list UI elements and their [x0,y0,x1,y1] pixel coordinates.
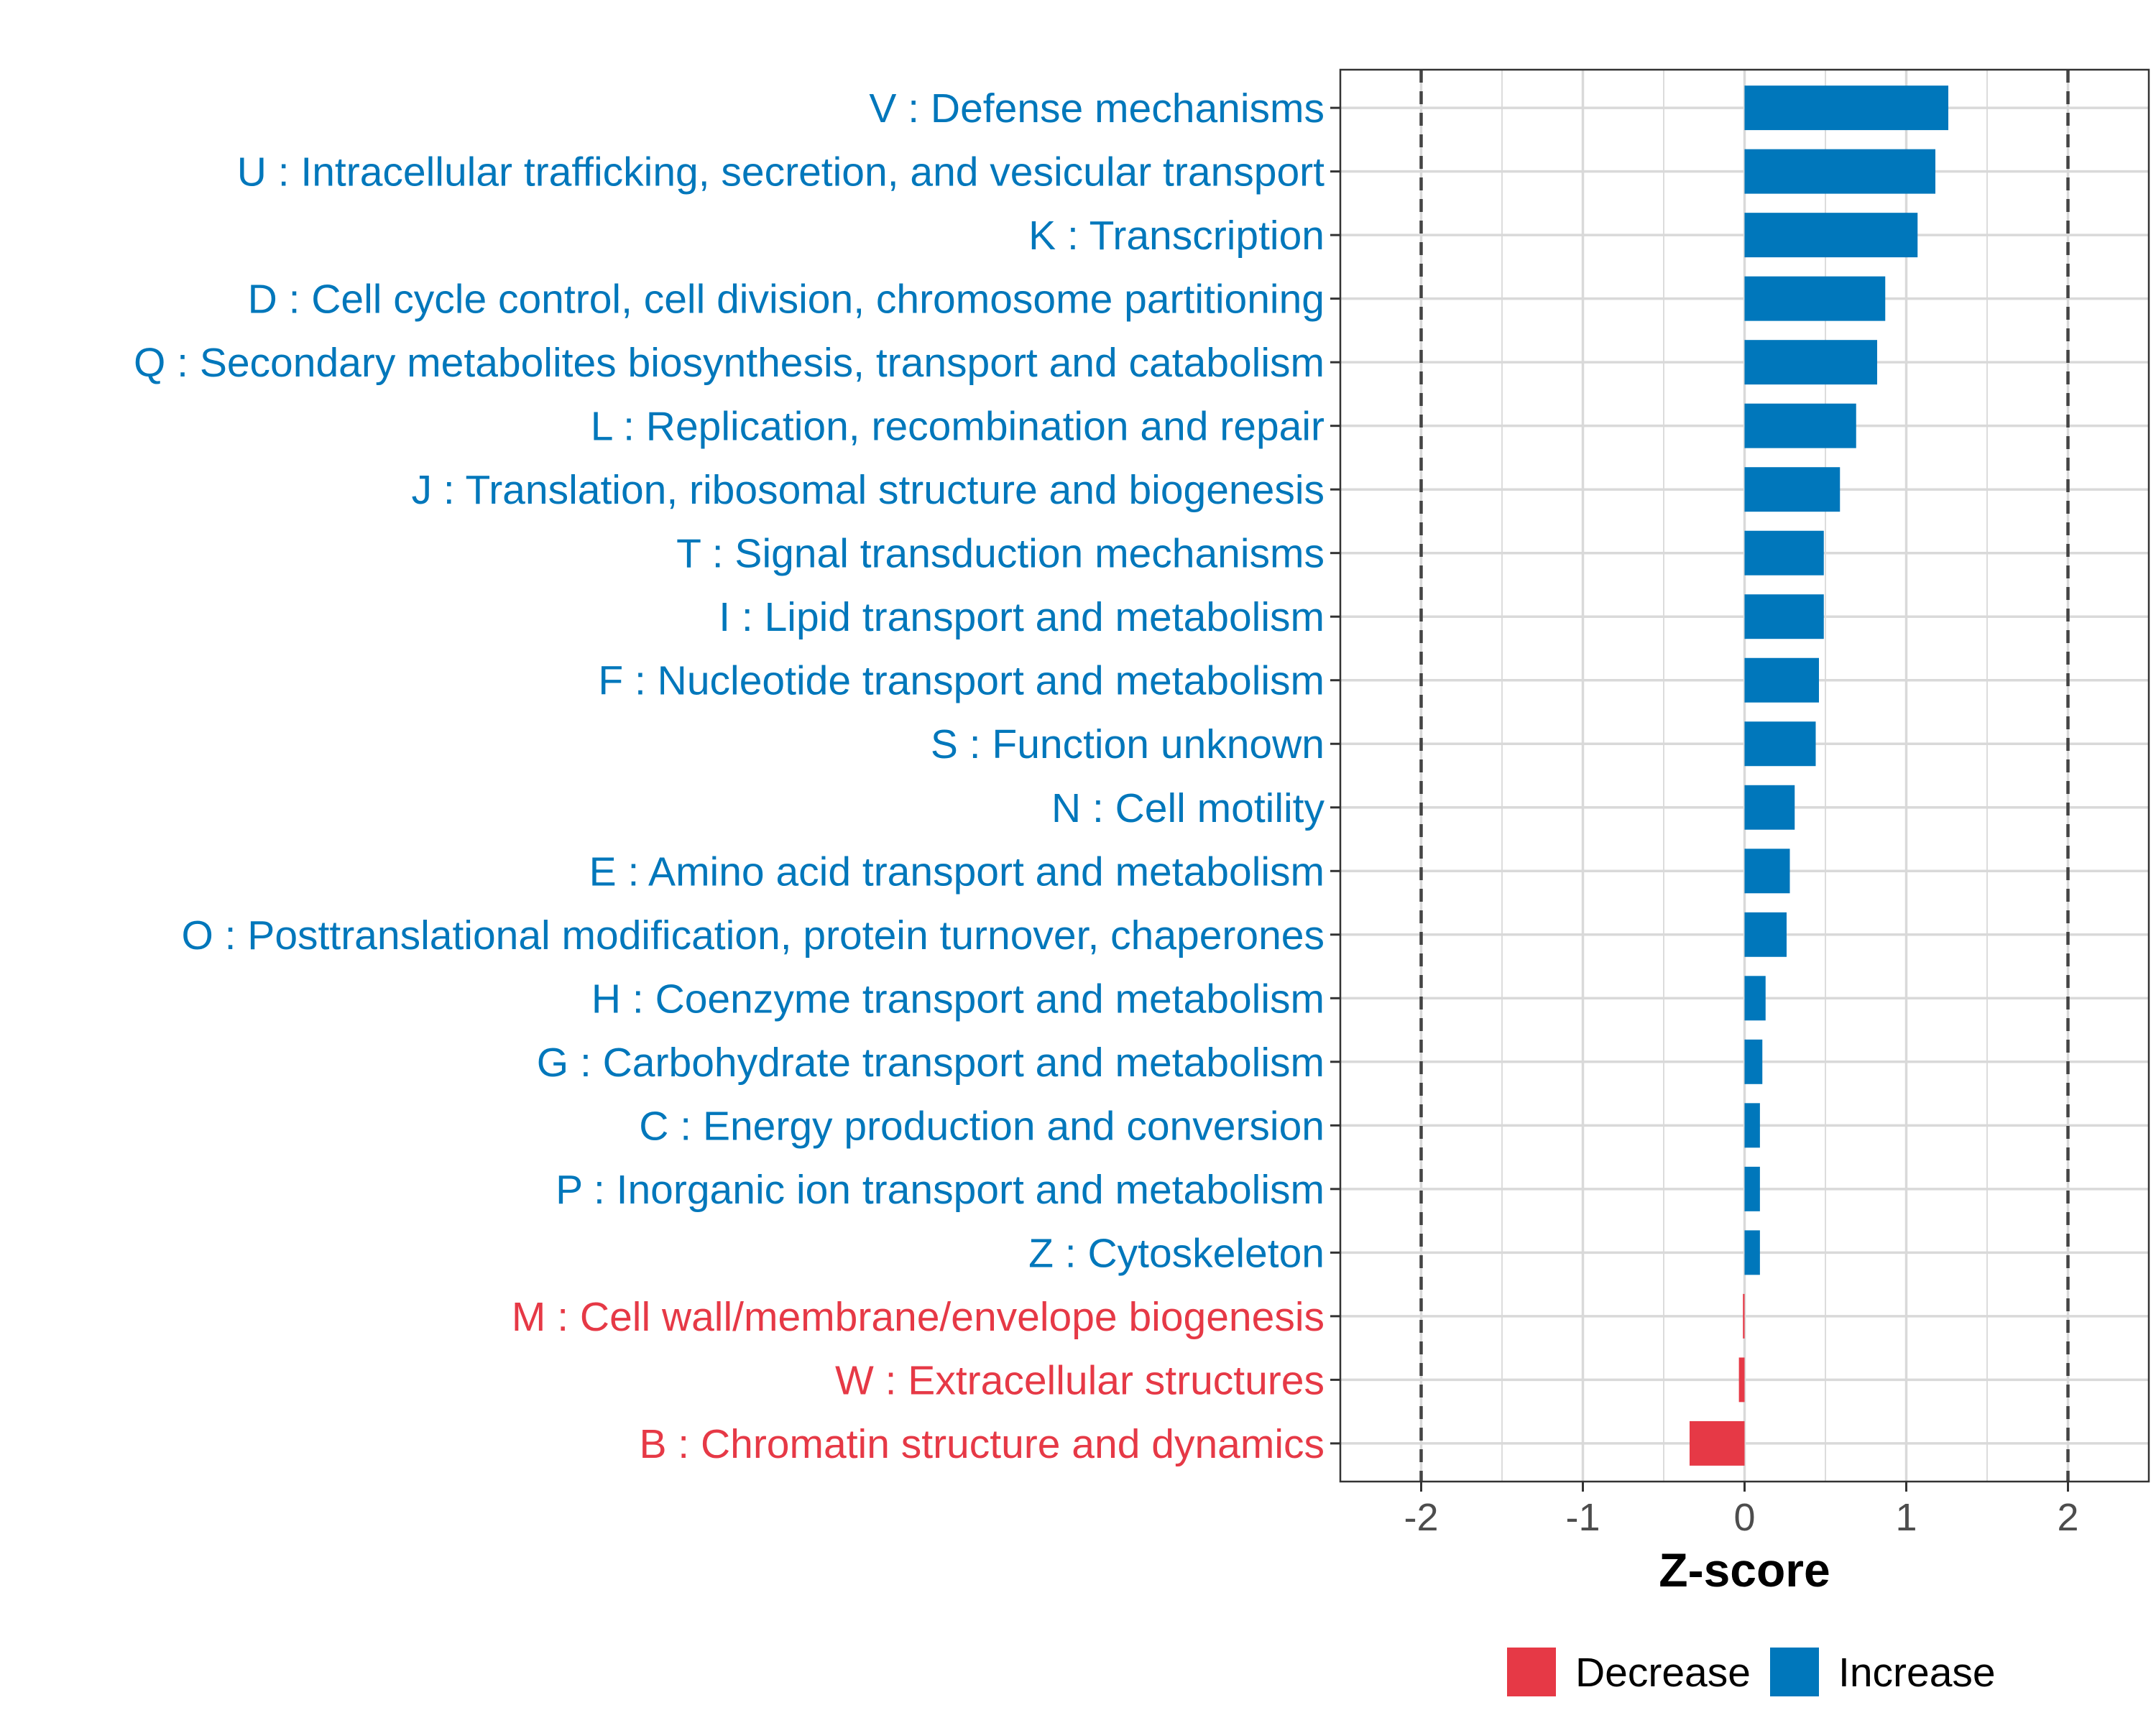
bar [1744,403,1856,448]
bar [1744,149,1935,194]
y-tick-label: H : Coenzyme transport and metabolism [591,976,1325,1022]
y-tick-label: B : Chromatin structure and dynamics [639,1421,1325,1467]
y-tick-label: Q : Secondary metabolites biosynthesis, … [134,340,1325,386]
legend: Decrease Increase [1507,1648,1996,1696]
y-tick-label: L : Replication, recombination and repai… [591,404,1325,450]
bar [1744,1039,1763,1084]
bar [1744,976,1766,1021]
bar [1744,1103,1760,1148]
legend-key-decrease [1507,1648,1556,1696]
y-tick-label: W : Extracellular structures [835,1357,1325,1403]
y-tick-label: V : Defense mechanisms [869,86,1325,131]
y-tick-label: S : Function unknown [931,721,1325,767]
bar [1744,849,1790,894]
bar [1744,86,1948,131]
x-tick-label: -1 [1565,1496,1600,1539]
x-tick-label: 1 [1895,1496,1917,1539]
x-tick-label: 2 [2057,1496,2078,1539]
bar [1744,213,1918,258]
bar [1743,1293,1745,1339]
y-tick-label: M : Cell wall/membrane/envelope biogenes… [512,1294,1325,1340]
bar [1738,1357,1745,1403]
bar [1744,721,1816,767]
y-tick-label: O : Posttranslational modification, prot… [181,912,1325,958]
bar [1744,912,1787,957]
y-tick-label: P : Inorganic ion transport and metaboli… [556,1167,1325,1213]
y-tick-label: F : Nucleotide transport and metabolism [598,658,1325,704]
y-tick-label: G : Carbohydrate transport and metabolis… [537,1040,1325,1086]
x-axis-title: Z-score [1659,1543,1830,1597]
y-tick-label: I : Lipid transport and metabolism [719,594,1325,640]
bar [1744,276,1886,321]
y-tick-label: N : Cell motility [1051,785,1325,831]
bar [1744,1166,1760,1211]
x-tick-label: -2 [1404,1496,1438,1539]
x-tick-label: 0 [1733,1496,1755,1539]
y-tick-label: E : Amino acid transport and metabolism [589,849,1325,895]
y-tick-label: Z : Cytoskeleton [1028,1230,1325,1276]
bar [1744,467,1841,512]
legend-key-increase [1770,1648,1819,1696]
y-axis: V : Defense mechanisms U : Intracellular … [134,86,1340,1467]
y-tick-label: K : Transcription [1028,213,1325,259]
y-tick-label: T : Signal transduction mechanisms [676,531,1325,577]
reference-lines [1419,70,2070,1482]
bar [1744,785,1795,830]
bar [1744,657,1819,703]
legend-label-decrease: Decrease [1575,1650,1751,1696]
legend-label-increase: Increase [1838,1650,1996,1696]
bar [1744,1230,1760,1275]
y-tick-label: J : Translation, ribosomal structure and… [412,467,1325,513]
y-tick-label: C : Energy production and conversion [639,1103,1325,1149]
y-tick-label: D : Cell cycle control, cell division, c… [248,277,1325,323]
bars [1690,86,1948,1466]
bar [1744,594,1824,639]
y-tick-label: U : Intracellular trafficking, secretion… [237,149,1325,195]
bar [1744,340,1877,385]
x-axis: -2 -1 0 1 2 [1404,1482,2079,1539]
bar [1744,530,1824,576]
bar [1690,1420,1745,1466]
